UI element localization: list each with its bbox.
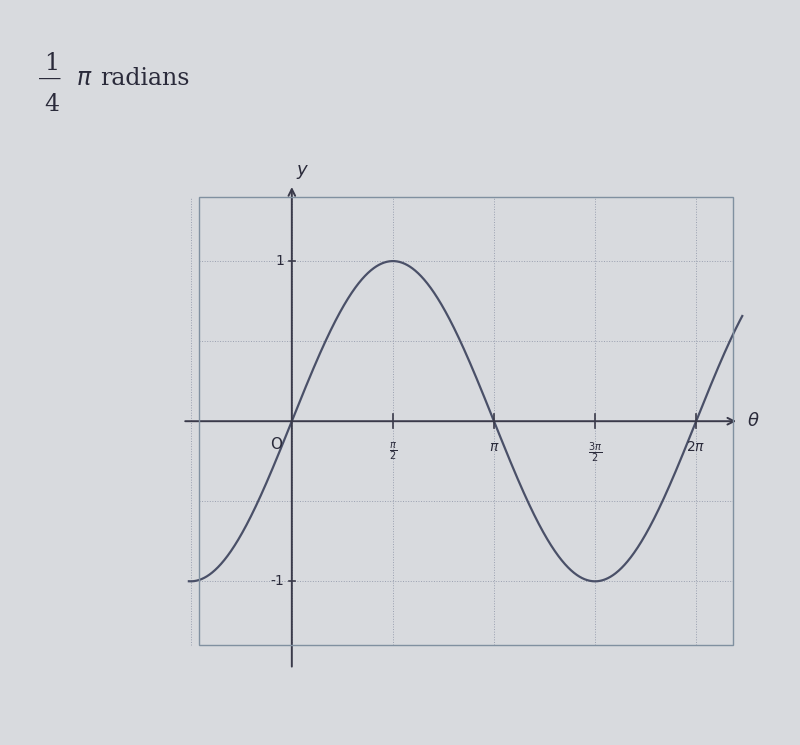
Text: 1: 1 — [44, 52, 59, 75]
Text: $\pi$: $\pi$ — [489, 440, 499, 454]
Text: $2\pi$: $2\pi$ — [686, 440, 706, 454]
Text: 4: 4 — [44, 93, 59, 116]
Text: 1: 1 — [275, 254, 284, 268]
Text: O: O — [270, 437, 282, 452]
Bar — [198, 197, 733, 645]
Text: $y$: $y$ — [296, 163, 309, 181]
Text: radians: radians — [100, 67, 190, 89]
Text: -1: -1 — [270, 574, 284, 589]
Text: $\frac{\pi}{2}$: $\frac{\pi}{2}$ — [389, 440, 397, 462]
Text: $\pi$: $\pi$ — [76, 67, 93, 89]
Text: $\theta$: $\theta$ — [746, 412, 759, 430]
Text: —: — — [38, 67, 62, 89]
Text: $\frac{3\pi}{2}$: $\frac{3\pi}{2}$ — [588, 440, 602, 465]
